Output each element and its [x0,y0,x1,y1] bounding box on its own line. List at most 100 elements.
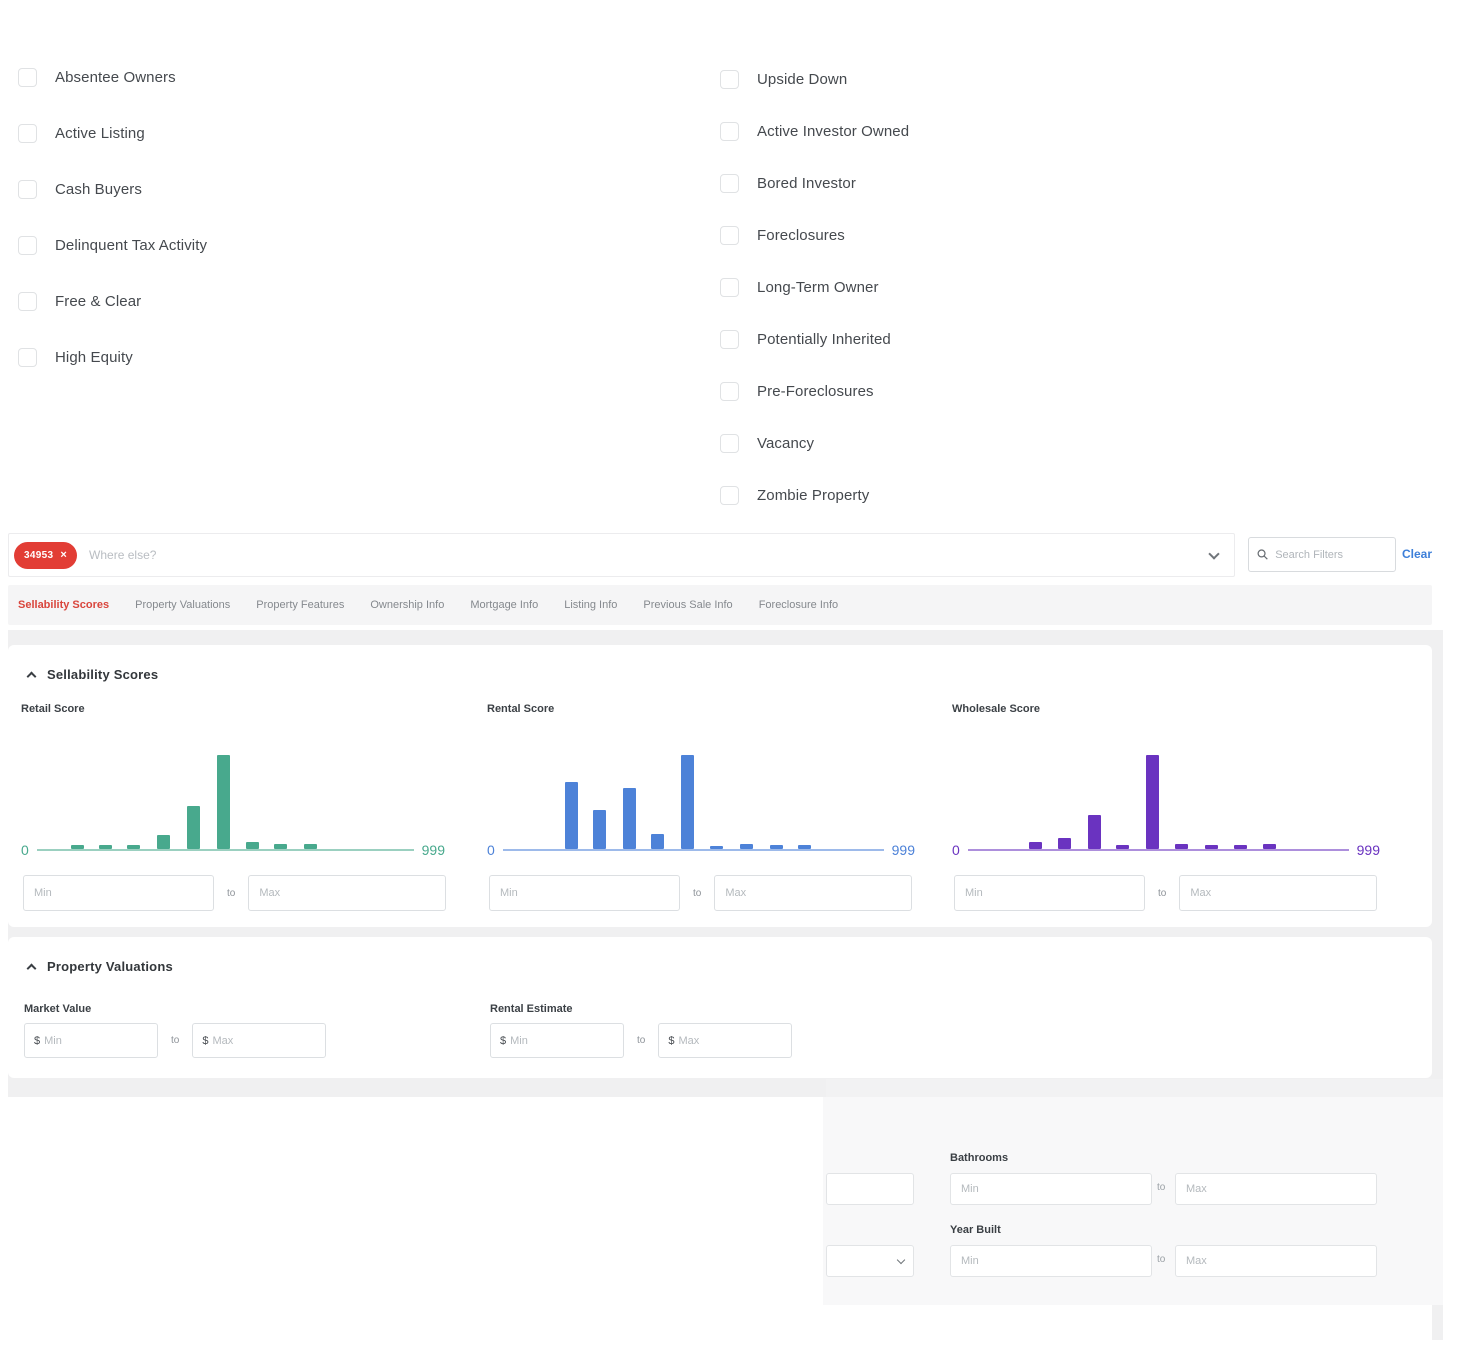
histogram-bar [246,842,259,849]
checkbox-label[interactable]: Absentee Owners [55,69,176,86]
chart-label: Rental Score [487,703,554,715]
checkbox-label[interactable]: High Equity [55,349,133,366]
checkbox-item-long-term-owner[interactable]: Long-Term Owner [720,278,909,297]
checkbox[interactable] [18,236,37,255]
checkbox[interactable] [18,348,37,367]
checkbox-item-vacancy[interactable]: Vacancy [720,434,909,453]
checkbox[interactable] [720,278,739,297]
location-tag[interactable]: 34953 × [14,542,77,569]
checkbox[interactable] [720,382,739,401]
bathrooms-max-input[interactable] [1175,1173,1377,1205]
checkbox-item-active-listing[interactable]: Active Listing [18,124,207,143]
checkbox-label[interactable]: Pre-Foreclosures [757,383,874,400]
tab-previous-sale-info[interactable]: Previous Sale Info [643,599,732,611]
checkbox-label[interactable]: Vacancy [757,435,814,452]
rental-estimate-max-input[interactable]: $ [658,1023,792,1058]
checkbox-item-absentee-owners[interactable]: Absentee Owners [18,68,207,87]
checkbox[interactable] [18,292,37,311]
checkbox-label[interactable]: Delinquent Tax Activity [55,237,207,254]
checkbox-item-cash-buyers[interactable]: Cash Buyers [18,180,207,199]
checkbox-label[interactable]: Upside Down [757,71,847,88]
to-label: to [1158,888,1166,899]
checkbox[interactable] [720,226,739,245]
checkbox-label[interactable]: Bored Investor [757,175,856,192]
checkbox[interactable] [18,124,37,143]
checkbox-label[interactable]: Active Listing [55,125,145,142]
checkbox[interactable] [18,180,37,199]
partial-select[interactable] [826,1245,914,1277]
checkbox-label[interactable]: Active Investor Owned [757,123,909,140]
score-max-input[interactable] [248,875,446,911]
location-input[interactable] [89,548,1198,562]
score-max-input[interactable] [1179,875,1377,911]
checkbox[interactable] [720,70,739,89]
tab-property-valuations[interactable]: Property Valuations [135,599,230,611]
histogram-bar [1205,845,1218,849]
valuations-section-header[interactable]: Property Valuations [28,959,173,974]
collapse-icon[interactable] [27,671,37,681]
checkbox[interactable] [18,68,37,87]
checkbox-item-potentially-inherited[interactable]: Potentially Inherited [720,330,909,349]
min-input[interactable] [510,1035,614,1047]
checkbox-label[interactable]: Zombie Property [757,487,869,504]
to-label: to [1157,1182,1165,1193]
score-min-input[interactable] [954,875,1145,911]
checkbox-label[interactable]: Potentially Inherited [757,331,891,348]
filter-search-input[interactable] [1275,549,1387,561]
rental-score-chart: Rental Score 0 999 to [487,703,915,923]
year-built-max-input[interactable] [1175,1245,1377,1277]
market-value-min-input[interactable]: $ [24,1023,158,1058]
score-min-input[interactable] [489,875,680,911]
rental-estimate-min-input[interactable]: $ [490,1023,624,1058]
checkbox-item-pre-foreclosures[interactable]: Pre-Foreclosures [720,382,909,401]
histogram-bar [740,844,753,849]
tab-ownership-info[interactable]: Ownership Info [370,599,444,611]
tab-foreclosure-info[interactable]: Foreclosure Info [759,599,838,611]
checkbox-label[interactable]: Long-Term Owner [757,279,879,296]
checkbox[interactable] [720,486,739,505]
checkbox[interactable] [720,330,739,349]
score-max-input[interactable] [714,875,912,911]
chevron-down-icon[interactable] [1208,548,1219,559]
checkbox-item-delinquent-tax-activity[interactable]: Delinquent Tax Activity [18,236,207,255]
checkbox-label[interactable]: Free & Clear [55,293,141,310]
partial-input[interactable] [826,1173,914,1205]
checkbox-item-active-investor-owned[interactable]: Active Investor Owned [720,122,909,141]
tab-listing-info[interactable]: Listing Info [564,599,617,611]
checkbox[interactable] [720,174,739,193]
checkbox[interactable] [720,122,739,141]
histogram-plot-area [968,743,1349,857]
tab-sellability-scores[interactable]: Sellability Scores [18,599,109,611]
tab-property-features[interactable]: Property Features [256,599,344,611]
checkbox-item-upside-down[interactable]: Upside Down [720,70,909,89]
max-input[interactable] [678,1035,782,1047]
to-label: to [637,1035,645,1046]
checkbox-label[interactable]: Foreclosures [757,227,845,244]
collapse-icon[interactable] [27,963,37,973]
currency-prefix: $ [500,1035,506,1047]
year-built-min-input[interactable] [950,1245,1152,1277]
checkbox-item-free-clear[interactable]: Free & Clear [18,292,207,311]
bathrooms-min-input[interactable] [950,1173,1152,1205]
clear-button[interactable]: Clear [1402,547,1432,561]
histogram-bar [623,788,636,849]
score-min-input[interactable] [23,875,214,911]
location-search-bar[interactable]: 34953 × [8,533,1235,577]
max-input[interactable] [212,1035,316,1047]
bottom-section-strip [826,1079,1443,1097]
checkbox-item-zombie-property[interactable]: Zombie Property [720,486,909,505]
tab-mortgage-info[interactable]: Mortgage Info [470,599,538,611]
checkbox-label[interactable]: Cash Buyers [55,181,142,198]
histogram-bar [565,782,578,849]
histogram-bar [651,834,664,849]
checkbox-item-foreclosures[interactable]: Foreclosures [720,226,909,245]
checkbox-item-high-equity[interactable]: High Equity [18,348,207,367]
checkbox-item-bored-investor[interactable]: Bored Investor [720,174,909,193]
histogram-bar [157,835,170,849]
sellability-section-header[interactable]: Sellability Scores [28,667,158,682]
remove-tag-icon[interactable]: × [60,549,67,561]
filter-search-box[interactable] [1248,537,1396,572]
market-value-max-input[interactable]: $ [192,1023,326,1058]
checkbox[interactable] [720,434,739,453]
min-input[interactable] [44,1035,148,1047]
